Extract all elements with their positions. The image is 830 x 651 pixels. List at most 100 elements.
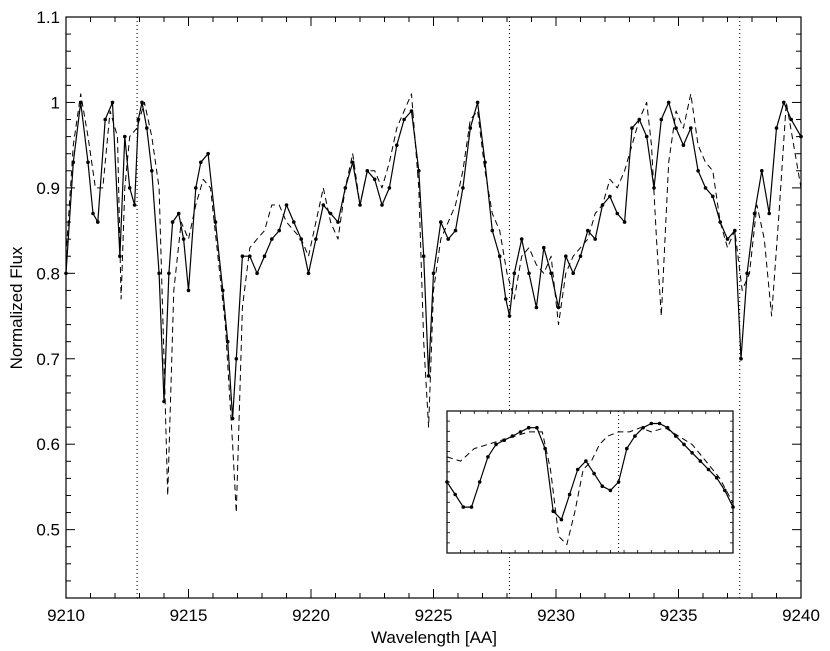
main-data-point bbox=[292, 220, 296, 224]
inset-data-point bbox=[518, 430, 523, 434]
main-data-point bbox=[718, 220, 722, 224]
inset-background bbox=[447, 411, 733, 553]
inset-data-point bbox=[682, 442, 686, 447]
main-data-point bbox=[328, 211, 333, 216]
inset-data-point bbox=[600, 484, 605, 489]
inset-data-point bbox=[526, 425, 531, 430]
main-data-point bbox=[167, 271, 171, 276]
y-tick-label: 0.7 bbox=[36, 350, 60, 369]
inset-data-point bbox=[633, 434, 637, 438]
main-data-point bbox=[426, 374, 431, 378]
main-data-point bbox=[512, 271, 517, 276]
main-data-point bbox=[681, 143, 686, 147]
main-data-point bbox=[490, 228, 495, 233]
main-data-point bbox=[140, 100, 144, 105]
inset-data-point bbox=[535, 425, 539, 430]
inset-data-point bbox=[551, 509, 555, 513]
main-data-point bbox=[306, 271, 311, 276]
main-data-point bbox=[225, 339, 230, 344]
main-data-point bbox=[782, 100, 786, 105]
main-data-point bbox=[593, 237, 597, 241]
y-tick-label: 1 bbox=[51, 93, 60, 112]
main-data-point bbox=[91, 211, 95, 216]
inset-data-point bbox=[706, 467, 711, 472]
main-dashed-series-line bbox=[65, 93, 802, 514]
y-tick-label: 0.6 bbox=[36, 435, 60, 454]
main-data-point bbox=[270, 237, 274, 241]
main-data-point bbox=[504, 297, 508, 301]
y-tick-label: 0.9 bbox=[36, 179, 60, 198]
main-data-point bbox=[556, 305, 561, 310]
main-data-point bbox=[387, 186, 392, 190]
main-data-point bbox=[157, 271, 161, 276]
inset-data-point bbox=[567, 492, 572, 497]
main-data-point bbox=[123, 134, 127, 139]
main-data-point bbox=[181, 237, 186, 241]
main-data-point bbox=[409, 109, 414, 113]
main-data-point bbox=[571, 271, 575, 276]
inset-data-point bbox=[559, 517, 564, 522]
inset-data-point bbox=[616, 480, 621, 484]
main-data-point bbox=[350, 160, 355, 165]
main-data-point bbox=[725, 237, 730, 241]
main-data-point bbox=[659, 117, 664, 122]
y-tick-label: 1.1 bbox=[36, 8, 60, 27]
main-data-point bbox=[549, 271, 553, 276]
main-data-point bbox=[96, 220, 100, 224]
main-data-point bbox=[230, 416, 235, 421]
inset-observed-series-line bbox=[446, 422, 734, 521]
main-data-point bbox=[774, 126, 779, 130]
main-data-point bbox=[789, 117, 793, 122]
main-data-point bbox=[615, 211, 620, 216]
main-data-point bbox=[402, 117, 406, 122]
inset-data-point bbox=[608, 488, 613, 493]
main-data-point bbox=[578, 254, 583, 258]
main-plot-area bbox=[64, 17, 803, 598]
main-data-point bbox=[767, 211, 771, 216]
inset-data-point bbox=[641, 425, 645, 430]
main-data-point bbox=[519, 237, 524, 241]
main-data-point bbox=[103, 117, 107, 122]
main-data-point bbox=[277, 228, 282, 233]
main-data-point bbox=[622, 220, 627, 224]
main-data-point bbox=[372, 177, 377, 182]
main-data-point bbox=[527, 271, 531, 276]
main-data-point bbox=[336, 220, 340, 224]
main-data-point bbox=[431, 271, 436, 276]
main-data-point bbox=[395, 143, 399, 147]
main-data-point bbox=[240, 254, 245, 258]
main-data-point bbox=[689, 126, 693, 130]
main-data-point bbox=[739, 357, 743, 361]
main-data-point bbox=[417, 169, 421, 173]
inset-data-point bbox=[698, 459, 703, 463]
main-data-point bbox=[608, 194, 612, 199]
y-tick-label: 0.5 bbox=[36, 521, 60, 540]
inset-data-point bbox=[625, 446, 629, 451]
main-data-point bbox=[644, 134, 649, 139]
main-data-point bbox=[586, 228, 590, 233]
main-data-point bbox=[564, 254, 568, 258]
main-data-point bbox=[703, 186, 708, 190]
x-tick-label: 9210 bbox=[47, 606, 85, 625]
y-axis-title: Normalized Flux bbox=[7, 246, 26, 369]
main-data-point bbox=[760, 169, 764, 173]
main-data-point bbox=[199, 160, 203, 165]
x-axis-title: Wavelength [AA] bbox=[371, 628, 497, 647]
x-tick-label: 9240 bbox=[782, 606, 820, 625]
main-data-point bbox=[497, 254, 502, 258]
inset-data-point bbox=[690, 451, 694, 455]
x-tick-label: 9215 bbox=[170, 606, 208, 625]
inset-dashed-series-line bbox=[446, 427, 734, 546]
main-axes: 9210 9215 9220 9225 9230 9235 9240 0.5 0.6 0.7 0.8… bbox=[36, 8, 820, 625]
inset-plot bbox=[445, 410, 735, 554]
inset-data-point bbox=[469, 505, 474, 509]
x-tick-label: 9225 bbox=[415, 606, 453, 625]
main-data-point bbox=[711, 194, 715, 199]
x-tick-label: 9235 bbox=[660, 606, 698, 625]
inset-data-point bbox=[477, 480, 482, 484]
main-data-point bbox=[461, 186, 465, 190]
x-tick-label: 9230 bbox=[537, 606, 575, 625]
main-data-point bbox=[186, 288, 191, 293]
main-data-point bbox=[234, 357, 239, 361]
